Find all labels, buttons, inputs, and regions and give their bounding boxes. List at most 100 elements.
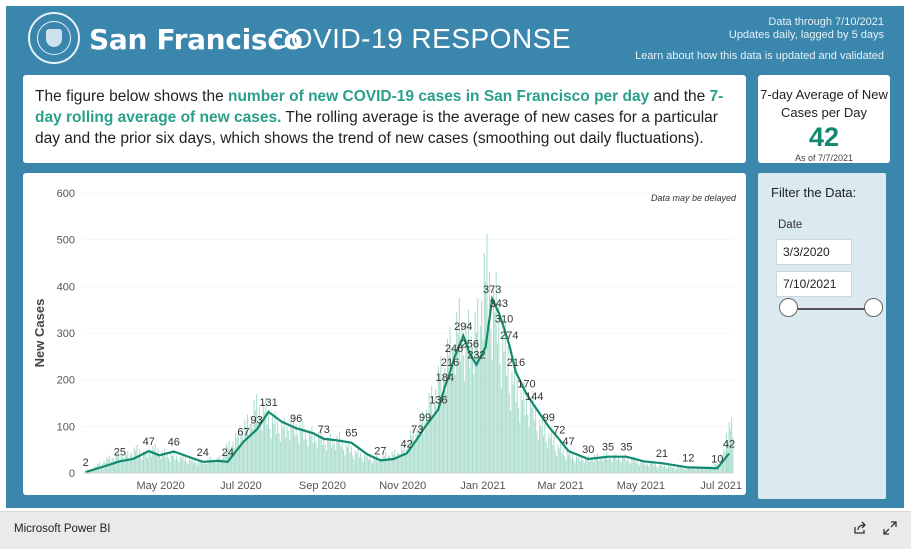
daily-cases-bar [468, 309, 470, 473]
daily-cases-bar [623, 458, 625, 473]
daily-cases-bar [285, 437, 287, 473]
daily-cases-bar [694, 469, 696, 473]
expand-icon[interactable] [882, 520, 898, 536]
daily-cases-bar [169, 461, 171, 473]
daily-cases-bar [670, 464, 672, 473]
daily-cases-bar [352, 455, 354, 473]
daily-cases-bar [596, 453, 598, 473]
daily-cases-bar [370, 460, 372, 473]
daily-cases-bar [204, 461, 206, 473]
daily-cases-bar [710, 467, 712, 473]
daily-cases-bar [274, 411, 276, 473]
daily-cases-bar [593, 461, 595, 473]
x-tick-label: Jan 2021 [460, 480, 505, 492]
daily-cases-bar [674, 467, 676, 473]
daily-cases-bar [564, 456, 566, 473]
date-range-end-handle[interactable] [863, 298, 883, 317]
daily-cases-bar [136, 445, 138, 473]
daily-cases-bar [250, 416, 252, 473]
daily-cases-bar [658, 464, 660, 473]
daily-cases-bar [721, 458, 723, 473]
daily-cases-bar [682, 467, 684, 473]
daily-cases-bar [606, 452, 608, 473]
y-tick-label: 200 [57, 375, 75, 387]
daily-cases-bar [664, 465, 666, 473]
share-icon[interactable] [852, 520, 868, 536]
daily-cases-bar [695, 467, 697, 473]
daily-cases-bar [470, 335, 472, 473]
daily-cases-bar [116, 456, 118, 473]
daily-cases-bar [200, 459, 202, 473]
daily-cases-bar [425, 410, 427, 473]
daily-cases-bar [543, 435, 545, 473]
daily-cases-bar [283, 417, 285, 473]
daily-cases-bar [366, 452, 368, 473]
daily-cases-bar [210, 456, 212, 473]
daily-cases-bar [685, 469, 687, 473]
daily-cases-bar [331, 447, 333, 473]
daily-cases-bar [583, 463, 585, 473]
data-label: 42 [723, 438, 735, 450]
daily-cases-bar [162, 453, 164, 473]
daily-cases-bar [273, 424, 275, 473]
description-text: The figure below shows the [35, 88, 228, 105]
daily-cases-bar [336, 435, 338, 473]
daily-cases-bar [164, 448, 166, 473]
daily-cases-bar [428, 392, 430, 473]
x-tick-label: May 2020 [136, 480, 184, 492]
daily-cases-bar [603, 453, 605, 473]
daily-cases-bar [237, 429, 239, 473]
daily-cases-bar [571, 453, 573, 473]
data-label: 232 [467, 350, 485, 362]
daily-cases-bar [689, 466, 691, 473]
daily-cases-bar [150, 456, 152, 473]
daily-cases-bar [373, 456, 375, 473]
start-date-input[interactable]: 3/3/2020 [776, 239, 852, 265]
daily-cases-bar [579, 461, 581, 473]
kpi-value: 42 [808, 122, 840, 152]
data-label: 47 [143, 436, 155, 448]
daily-cases-bar [341, 438, 343, 473]
x-tick-label: Mar 2021 [537, 480, 583, 492]
daily-cases-bar [420, 424, 422, 473]
date-range-slider-track[interactable] [788, 308, 873, 310]
daily-cases-bar [512, 384, 514, 473]
daily-cases-bar [631, 457, 633, 473]
data-through-text: Data through 7/10/2021 [768, 16, 884, 28]
daily-cases-bar [460, 361, 462, 473]
daily-cases-bar [207, 457, 209, 473]
daily-cases-bar [296, 435, 298, 473]
learn-more-link[interactable]: Learn about how this data is updated and… [635, 50, 884, 62]
date-range-start-handle[interactable] [778, 298, 798, 317]
daily-cases-bar [645, 462, 647, 473]
x-tick-label: Nov 2020 [379, 480, 426, 492]
daily-cases-bar [711, 465, 713, 473]
daily-cases-bar [382, 453, 384, 473]
daily-cases-bar [261, 430, 263, 473]
daily-cases-bar [402, 450, 404, 473]
end-date-input[interactable]: 7/10/2021 [776, 271, 852, 297]
daily-cases-bar [348, 440, 350, 473]
daily-cases-bar [146, 458, 148, 473]
powerbi-brand-link[interactable]: Microsoft Power BI [14, 523, 111, 535]
daily-cases-bar [654, 463, 656, 473]
data-label: 93 [251, 415, 263, 427]
daily-cases-bar [279, 441, 281, 473]
daily-cases-bar [194, 460, 196, 473]
daily-cases-bar [148, 453, 150, 473]
daily-cases-bar [653, 465, 655, 473]
x-tick-label: May 2021 [617, 480, 665, 492]
daily-cases-bar [277, 421, 279, 473]
daily-cases-bar [314, 433, 316, 473]
daily-cases-bar [518, 407, 520, 473]
daily-cases-bar [262, 403, 264, 473]
daily-cases-bar [573, 459, 575, 473]
daily-cases-bar [504, 321, 506, 473]
daily-cases-bar [608, 455, 610, 473]
daily-cases-bar [636, 459, 638, 473]
daily-cases-bar [498, 303, 500, 473]
daily-cases-bar [495, 271, 497, 473]
daily-cases-bar [529, 397, 531, 473]
daily-cases-bar [581, 457, 583, 473]
data-label: 99 [543, 412, 555, 424]
